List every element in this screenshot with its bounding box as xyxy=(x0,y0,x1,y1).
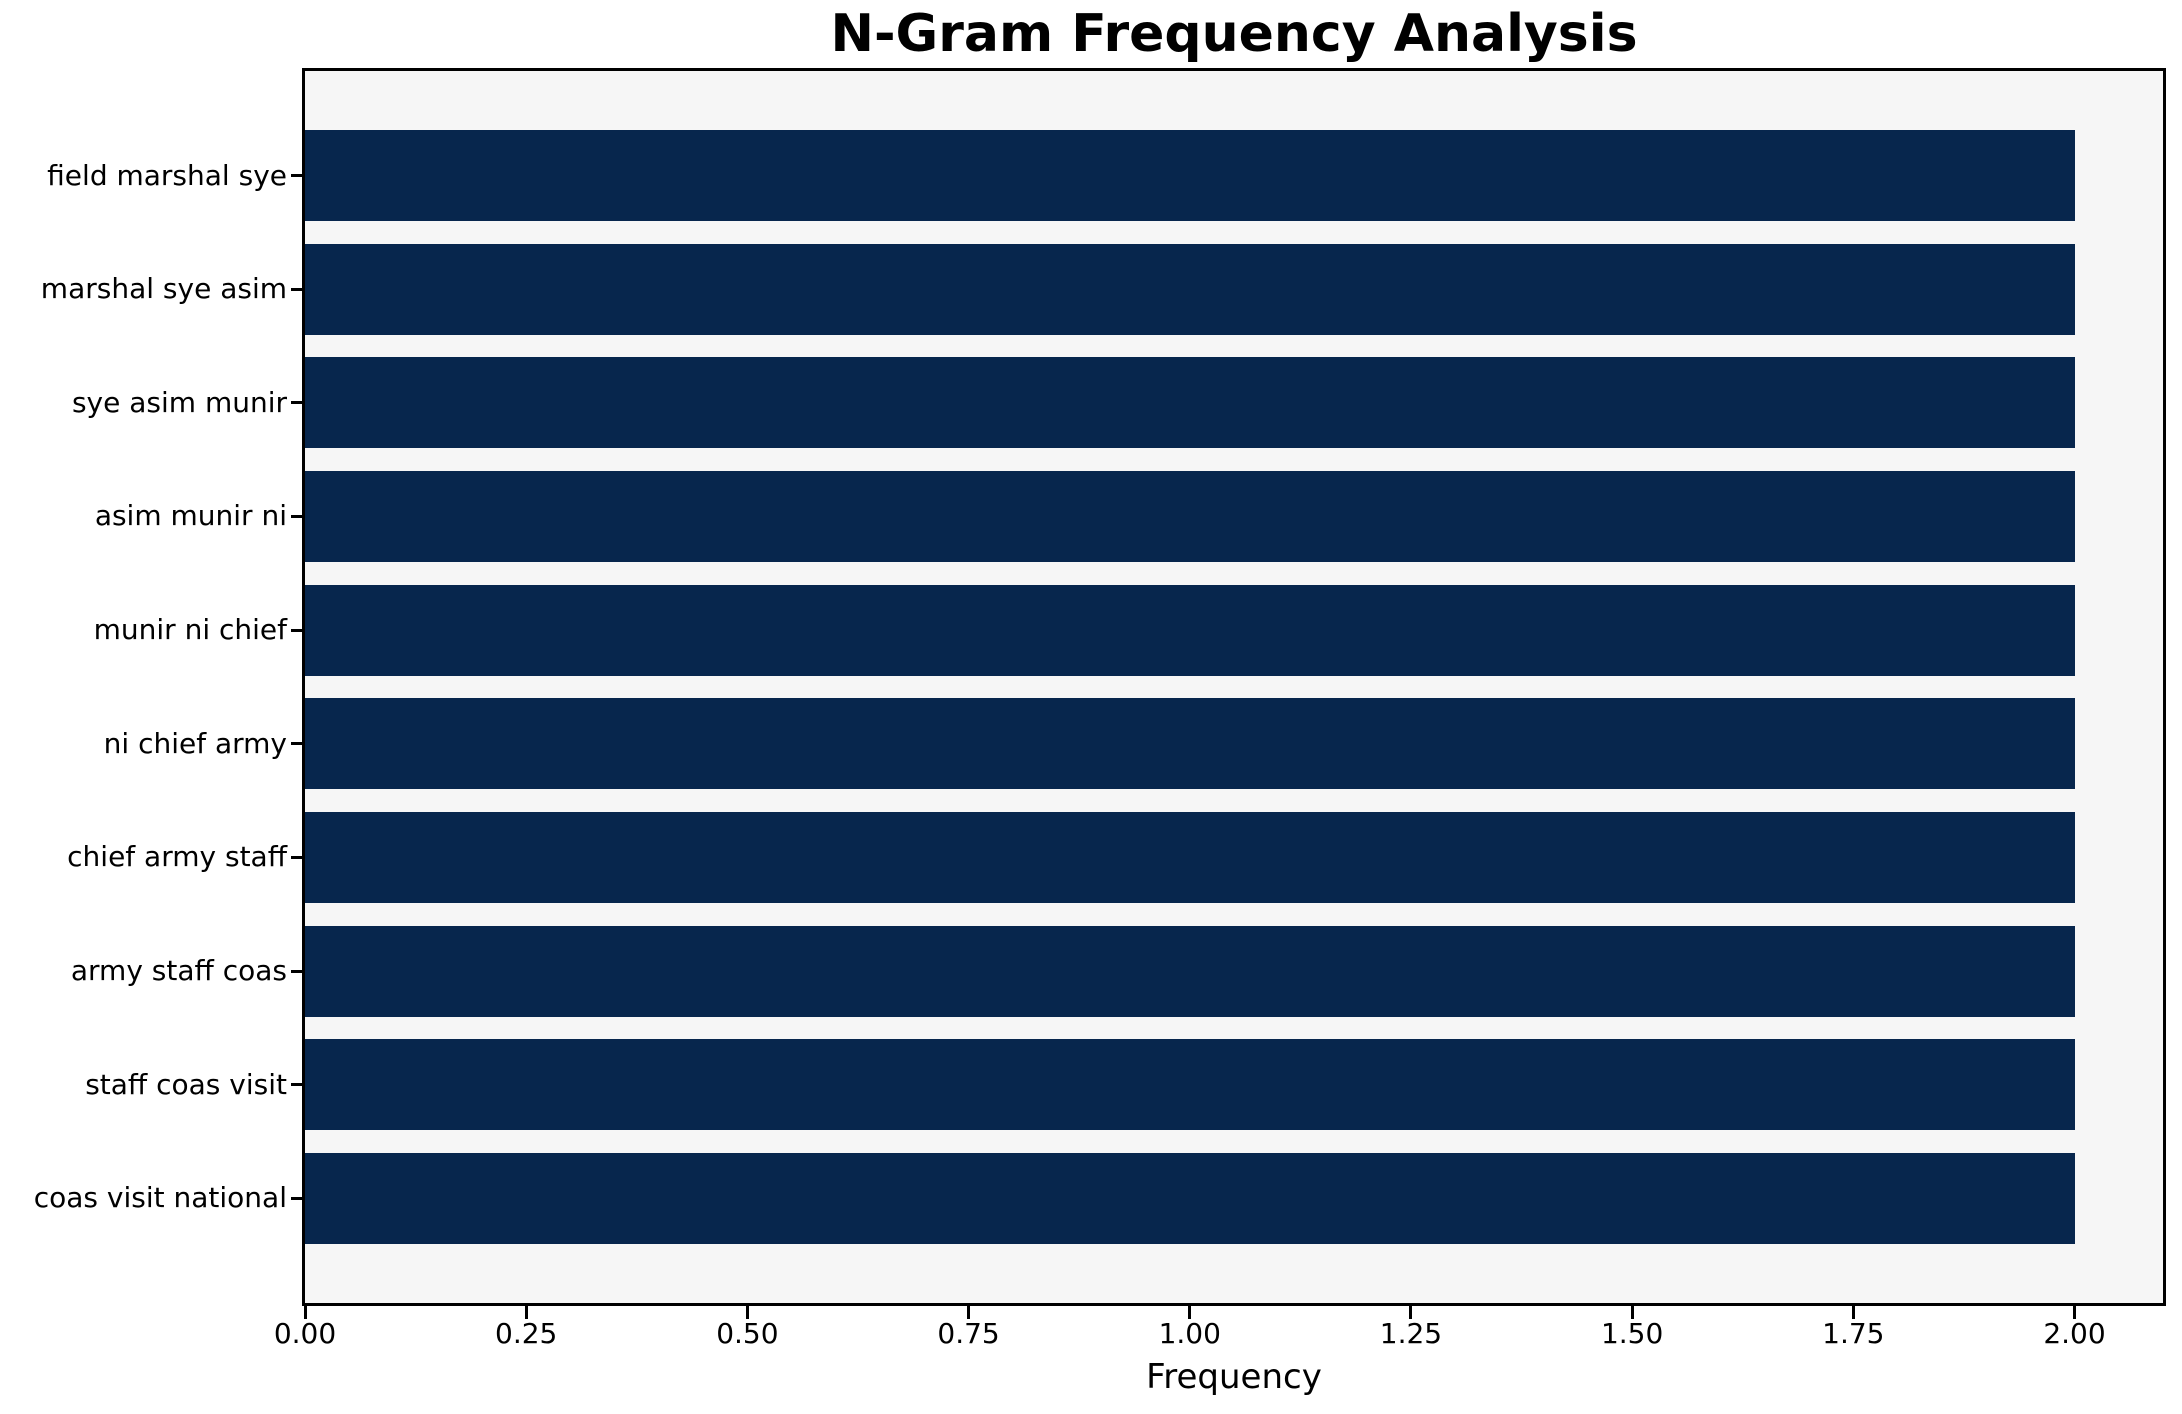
y-tick-mark xyxy=(291,1196,302,1200)
bar xyxy=(305,470,2075,562)
x-tick-label: 1.00 xyxy=(1158,1317,1221,1350)
y-tick-mark xyxy=(291,855,302,859)
y-tick-label: staff coas visit xyxy=(85,1067,287,1101)
y-tick-label: coas visit national xyxy=(33,1181,287,1215)
y-tick-mark xyxy=(291,514,302,518)
y-tick-mark xyxy=(291,742,302,746)
x-tick-label: 1.25 xyxy=(1379,1317,1443,1350)
x-tick-mark xyxy=(1409,1306,1413,1319)
bar xyxy=(305,1039,2075,1131)
x-tick-label: 2.00 xyxy=(2043,1317,2106,1350)
x-axis-label: Frequency xyxy=(1146,1357,1322,1397)
y-tick-mark xyxy=(291,969,302,973)
x-tick-mark xyxy=(967,1306,971,1319)
x-tick-mark xyxy=(1188,1306,1192,1319)
bar xyxy=(305,1152,2075,1244)
x-tick-label: 1.50 xyxy=(1600,1317,1664,1350)
x-tick-mark xyxy=(2073,1306,2077,1319)
y-tick-label: army staff coas xyxy=(70,954,287,988)
y-tick-mark xyxy=(291,401,302,405)
x-tick-label: 0.25 xyxy=(495,1317,558,1350)
chart-title: N-Gram Frequency Analysis xyxy=(830,4,1638,64)
x-tick-mark xyxy=(524,1306,528,1319)
y-tick-label: marshal sye asim xyxy=(40,272,287,306)
y-tick-mark xyxy=(291,628,302,632)
bar xyxy=(305,584,2075,676)
x-tick-mark xyxy=(745,1306,749,1319)
bar xyxy=(305,130,2075,221)
x-tick-label: 0.50 xyxy=(716,1317,779,1350)
y-tick-label: munir ni chief xyxy=(93,613,287,647)
x-tick-label: 0.75 xyxy=(937,1317,1000,1350)
x-tick-label: 1.75 xyxy=(1822,1317,1885,1350)
x-tick-mark xyxy=(1851,1306,1855,1319)
x-tick-mark xyxy=(303,1306,307,1319)
x-tick-label: 0.00 xyxy=(273,1317,337,1350)
x-tick-mark xyxy=(1630,1306,1634,1319)
y-tick-label: asim munir ni xyxy=(94,499,287,533)
y-tick-label: ni chief army xyxy=(103,726,287,760)
y-tick-label: chief army staff xyxy=(67,840,287,874)
bar xyxy=(305,698,2075,790)
y-tick-mark xyxy=(291,174,302,177)
y-tick-label: field marshal sye xyxy=(47,158,287,192)
y-tick-label: sye asim munir xyxy=(71,385,287,419)
bar xyxy=(305,357,2075,449)
y-tick-mark xyxy=(291,1083,302,1087)
plot-area xyxy=(302,68,2166,1306)
bar xyxy=(305,925,2075,1017)
bar xyxy=(305,811,2075,903)
bar xyxy=(305,243,2075,335)
y-tick-mark xyxy=(291,287,302,291)
